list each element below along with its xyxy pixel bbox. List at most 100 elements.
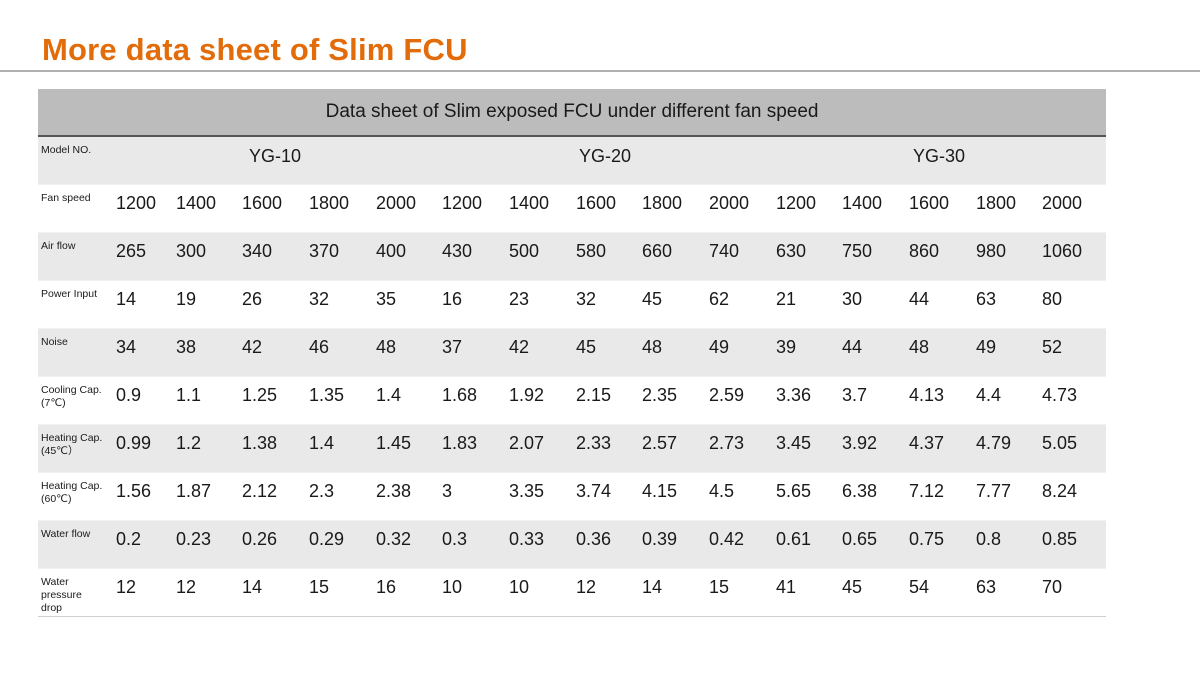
table-cell: 2000 — [372, 184, 438, 233]
table-cell: 34 — [112, 328, 172, 377]
table-cell: 0.39 — [638, 520, 705, 569]
table-cell: 1200 — [772, 184, 838, 233]
table-cell: 54 — [905, 568, 972, 617]
row-label-line: (60℃) — [41, 492, 72, 505]
table-row: Air flow 265 300 340 370 400 430 500 580 660 740 63… — [38, 232, 1107, 281]
table-cell: 4.4 — [972, 376, 1038, 425]
table-body: Model NO. YG-10 YG-20 YG-30 Fan speed 120… — [38, 136, 1107, 617]
row-label: Power Input — [38, 280, 112, 329]
table-row: Heating Cap. (45℃） 0.99 1.2 1.38 1.4 1.45 1.83 2… — [38, 424, 1107, 473]
table-cell: 1.1 — [172, 376, 238, 425]
table-cell: 42 — [238, 328, 305, 377]
row-label-line: Heating Cap. — [41, 431, 103, 444]
table-cell: 32 — [305, 280, 372, 329]
table-cell: 1.83 — [438, 424, 505, 473]
data-sheet-table: Data sheet of Slim exposed FCU under dif… — [38, 89, 1107, 617]
table-cell: 5.65 — [772, 472, 838, 521]
table-cell: 0.26 — [238, 520, 305, 569]
table-cell: 0.23 — [172, 520, 238, 569]
table-cell: 4.73 — [1038, 376, 1107, 425]
table-cell: 35 — [372, 280, 438, 329]
table-cell: 10 — [438, 568, 505, 617]
table-cell: 3 — [438, 472, 505, 521]
table-cell: 46 — [305, 328, 372, 377]
table-cell: 6.38 — [838, 472, 905, 521]
row-label-line: Heating Cap. — [41, 479, 103, 492]
table-cell: 0.33 — [505, 520, 572, 569]
table-cell: 2.38 — [372, 472, 438, 521]
table-cell: 2.57 — [638, 424, 705, 473]
row-label: Heating Cap. (45℃） — [38, 424, 112, 473]
table-cell: 1.25 — [238, 376, 305, 425]
table-cell: 1600 — [572, 184, 638, 233]
row-label: Noise — [38, 328, 112, 377]
row-label: Cooling Cap. (7℃) — [38, 376, 112, 425]
table-cell: 2.59 — [705, 376, 772, 425]
table-cell: 7.77 — [972, 472, 1038, 521]
table-cell: 1600 — [238, 184, 305, 233]
title-divider — [0, 70, 1200, 72]
table-cell: 1800 — [638, 184, 705, 233]
table-cell: 12 — [172, 568, 238, 617]
table-cell: 300 — [172, 232, 238, 281]
table-cell: 4.37 — [905, 424, 972, 473]
table-cell: 0.2 — [112, 520, 172, 569]
table-cell: 1.45 — [372, 424, 438, 473]
model-label: Model NO. — [38, 136, 112, 185]
table-cell: 52 — [1038, 328, 1107, 377]
table-cell: 630 — [772, 232, 838, 281]
table-cell: 14 — [238, 568, 305, 617]
table-cell: 32 — [572, 280, 638, 329]
table-caption: Data sheet of Slim exposed FCU under dif… — [38, 89, 1107, 137]
table-cell: 8.24 — [1038, 472, 1107, 521]
table-cell: 7.12 — [905, 472, 972, 521]
table-cell: 63 — [972, 568, 1038, 617]
table-cell: 740 — [705, 232, 772, 281]
table-cell: 0.36 — [572, 520, 638, 569]
table-cell: 4.13 — [905, 376, 972, 425]
table-cell: 400 — [372, 232, 438, 281]
table-row: Power Input 14 19 26 32 35 16 23 32 45 62 21 30 44 63 8… — [38, 280, 1107, 329]
table-cell: 10 — [505, 568, 572, 617]
table-cell: 1.4 — [305, 424, 372, 473]
table-row: Water pressure drop 12 12 14 15 16 10 10 12 14 15 41 4… — [38, 568, 1107, 617]
table-cell: 0.61 — [772, 520, 838, 569]
row-label: Water flow — [38, 520, 112, 569]
table-cell: 1.92 — [505, 376, 572, 425]
table-cell: 23 — [505, 280, 572, 329]
model-header-yg20: YG-20 — [438, 136, 772, 185]
table-cell: 44 — [905, 280, 972, 329]
table-cell: 3.74 — [572, 472, 638, 521]
table-row: Heating Cap. (60℃) 1.56 1.87 2.12 2.3 2.38 3 3.3… — [38, 472, 1107, 521]
table-cell: 5.05 — [1038, 424, 1107, 473]
table-cell: 41 — [772, 568, 838, 617]
table-cell: 4.15 — [638, 472, 705, 521]
table-cell: 0.3 — [438, 520, 505, 569]
table-cell: 2.3 — [305, 472, 372, 521]
table-cell: 48 — [638, 328, 705, 377]
table-cell: 2000 — [705, 184, 772, 233]
table-cell: 1.2 — [172, 424, 238, 473]
table-cell: 2.12 — [238, 472, 305, 521]
table-cell: 1200 — [438, 184, 505, 233]
table-cell: 580 — [572, 232, 638, 281]
table-cell: 500 — [505, 232, 572, 281]
table-cell: 0.42 — [705, 520, 772, 569]
table-cell: 14 — [638, 568, 705, 617]
table-cell: 0.65 — [838, 520, 905, 569]
table-cell: 750 — [838, 232, 905, 281]
table-cell: 3.7 — [838, 376, 905, 425]
row-label: Fan speed — [38, 184, 112, 233]
table-cell: 45 — [838, 568, 905, 617]
table-cell: 42 — [505, 328, 572, 377]
model-header-yg10: YG-10 — [112, 136, 438, 185]
table-cell: 2.33 — [572, 424, 638, 473]
row-label-line: Cooling Cap. — [41, 383, 102, 396]
row-label-line: (45℃） — [41, 444, 79, 457]
table-cell: 1400 — [172, 184, 238, 233]
row-label-line: Noise — [41, 335, 68, 348]
table-row: Cooling Cap. (7℃) 0.9 1.1 1.25 1.35 1.4 1.68 1.9… — [38, 376, 1107, 425]
table-cell: 4.5 — [705, 472, 772, 521]
table-cell: 45 — [638, 280, 705, 329]
